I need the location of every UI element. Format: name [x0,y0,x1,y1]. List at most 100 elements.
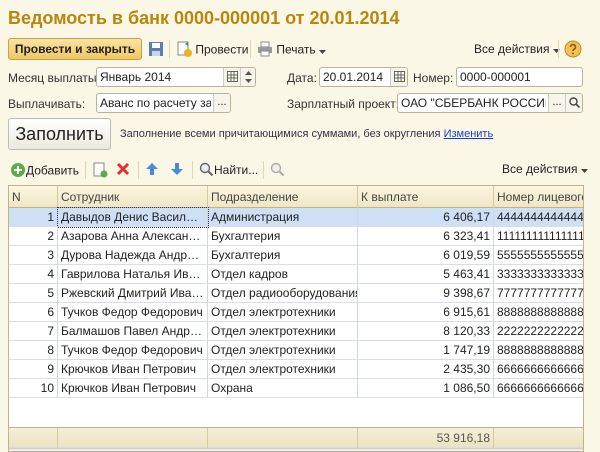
column-amount-header[interactable]: К выплате [358,186,494,208]
column-amount-cell[interactable]: 2 435,30 [358,360,494,379]
date-field[interactable]: 20.01.2014 [319,67,408,87]
post-and-close-button[interactable]: Провести и закрыть [8,38,142,60]
column-n-cell[interactable]: 1 [9,208,58,227]
column-department-cell[interactable]: Охрана [208,379,358,398]
column-employee-cell[interactable]: Ржевский Дмитрий Иванович [58,284,208,303]
post-button[interactable]: Провести [176,41,248,60]
move-down-icon[interactable] [170,162,184,179]
column-account-cell[interactable]: 88888888888888888888 [494,303,583,322]
pay-label: Выплачивать: [8,97,86,111]
pay-field[interactable]: Аванс по расчету за первую половину меся… [96,93,231,113]
save-icon[interactable] [148,41,164,60]
employees-table[interactable]: N Сотрудник Подразделение К выплате Номер ли… [8,185,584,452]
column-department-cell[interactable]: Администрация [208,208,358,227]
add-button[interactable]: Добавить [10,162,79,181]
column-department-cell[interactable]: Отдел кадров [208,265,358,284]
select-button[interactable]: ... [548,94,565,112]
column-account-cell[interactable]: 33333333333333333333 [494,265,583,284]
chevron-down-icon [319,44,326,58]
column-account-cell[interactable]: 66666666666666666666 [494,360,583,379]
column-department-cell[interactable]: Бухгалтерия [208,227,358,246]
column-account-cell[interactable]: 44444444444444444444 [494,208,583,227]
column-n-header[interactable]: N [9,186,58,208]
column-n-cell[interactable]: 2 [9,227,58,246]
column-department-cell[interactable]: Отдел электротехники [208,341,358,360]
column-account-cell[interactable]: 55555555555555555555 [494,246,583,265]
column-employee-cell[interactable]: Гаврилова Наталья Ивановна [58,265,208,284]
column-amount-cell[interactable]: 6 406,17 [358,208,494,227]
column-amount-cell[interactable]: 9 398,67 [358,284,494,303]
month-label: Месяц выплаты: [8,71,100,85]
column-department-cell[interactable]: Бухгалтерия [208,246,358,265]
column-amount-cell[interactable]: 6 019,59 [358,246,494,265]
table-row[interactable]: 3 Дурова Надежда Андреевна Бухгалтерия 6 01… [9,246,583,265]
table-row[interactable]: 10 Крючков Иван Петрович Охрана 1 086,50 666… [9,379,583,398]
column-department-cell[interactable]: Отдел электротехники [208,322,358,341]
select-button[interactable]: ... [213,94,230,112]
all-actions-menu[interactable]: Все действия [474,42,560,57]
column-account-cell[interactable]: 22222222222222222222 [494,322,583,341]
fill-button[interactable]: Заполнить [8,118,111,150]
table-row[interactable]: 9 Крючков Иван Петрович Отдел электротехни… [9,360,583,379]
column-department-cell[interactable]: Отдел радиооборудования [208,284,358,303]
column-employee-cell[interactable]: Дурова Надежда Андреевна [58,246,208,265]
column-n-cell[interactable]: 4 [9,265,58,284]
column-n-cell[interactable]: 7 [9,322,58,341]
column-employee-header[interactable]: Сотрудник [58,186,208,208]
column-employee-cell[interactable]: Крючков Иван Петрович [58,360,208,379]
column-amount-cell[interactable]: 5 463,41 [358,265,494,284]
column-employee-cell[interactable]: Балмашов Павел Андреевич [58,322,208,341]
fill-description: Заполнение всеми причитающимися суммами,… [120,128,494,140]
column-n-cell[interactable]: 3 [9,246,58,265]
move-up-icon[interactable] [145,162,159,179]
column-n-cell[interactable]: 6 [9,303,58,322]
month-field[interactable]: Январь 2014 [96,67,256,87]
column-account-cell[interactable]: 77777777777777777777 [494,284,583,303]
delete-icon[interactable] [116,162,130,179]
change-link[interactable]: Изменить [443,128,494,140]
column-employee-cell[interactable]: Крючков Иван Петрович [58,379,208,398]
column-amount-cell[interactable]: 6 915,61 [358,303,494,322]
column-amount-cell[interactable]: 6 323,41 [358,227,494,246]
column-n-cell[interactable]: 10 [9,379,58,398]
column-amount-cell[interactable]: 1 747,19 [358,341,494,360]
column-department-cell[interactable]: Отдел электротехники [208,360,358,379]
column-n-cell[interactable]: 8 [9,341,58,360]
column-n-cell[interactable]: 9 [9,360,58,379]
find-button[interactable]: Найти... [199,162,258,180]
help-icon[interactable] [564,40,582,61]
column-n-cell[interactable]: 5 [9,284,58,303]
column-account-cell[interactable]: 66666666666666666666 [494,379,583,398]
column-account-header[interactable]: Номер лицевого [494,186,583,208]
number-field[interactable]: 0000-000001 [456,67,583,87]
column-employee-cell[interactable]: Давыдов Денис Васильевич [57,207,209,228]
add-icon [10,162,26,181]
horizontal-scrollbar[interactable] [9,448,583,451]
print-button[interactable]: Печать [257,41,326,60]
copy-icon[interactable] [92,162,108,181]
column-employee-cell[interactable]: Азарова Анна Александровна [58,227,208,246]
table-row[interactable]: 1 Давыдов Денис Васильевич Администрация 6 … [9,207,583,228]
table-all-actions-menu[interactable]: Все действия [502,162,588,177]
table-row[interactable]: 8 Тучков Федор Федорович Отдел электротехн… [9,341,583,360]
calendar-icon[interactable] [223,68,240,86]
divider [169,40,170,58]
spinner-icon[interactable] [240,68,255,86]
column-account-cell[interactable]: 88888888888888888888 [494,341,583,360]
column-department-header[interactable]: Подразделение [208,186,358,208]
table-row[interactable]: 6 Тучков Федор Федорович Отдел электротехн… [9,303,583,322]
column-employee-cell[interactable]: Тучков Федор Федорович [58,303,208,322]
cancel-search-icon[interactable] [270,162,285,180]
column-amount-cell[interactable]: 1 086,50 [358,379,494,398]
column-amount-cell[interactable]: 8 120,33 [358,322,494,341]
search-icon[interactable] [565,94,582,112]
calendar-icon[interactable] [390,68,407,86]
table-row[interactable]: 7 Балмашов Павел Андреевич Отдел электроте… [9,322,583,341]
column-employee-cell[interactable]: Тучков Федор Федорович [58,341,208,360]
column-department-cell[interactable]: Отдел электротехники [208,303,358,322]
salary-project-field[interactable]: ОАО "СБЕРБАНК РОССИИ" ... [397,93,583,113]
table-row[interactable]: 5 Ржевский Дмитрий Иванович Отдел радиообо… [9,284,583,303]
column-account-cell[interactable]: 11111111111111111111 [494,227,583,246]
